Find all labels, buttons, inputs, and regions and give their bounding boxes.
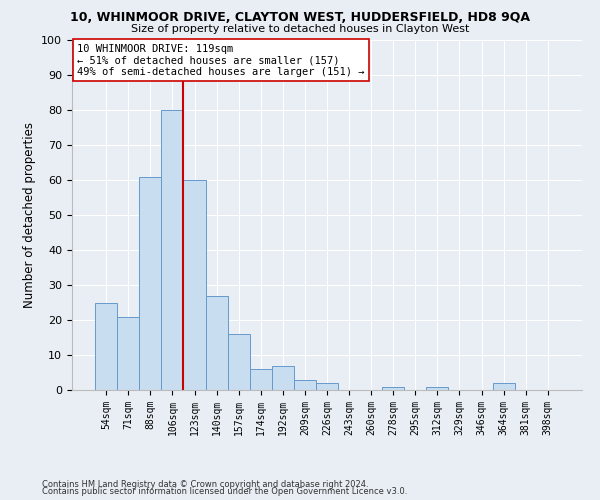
Bar	[139, 176, 161, 390]
Bar	[206, 296, 227, 390]
Bar	[117, 316, 139, 390]
Text: Contains HM Land Registry data © Crown copyright and database right 2024.: Contains HM Land Registry data © Crown c…	[42, 480, 368, 489]
Bar	[427, 386, 448, 390]
Text: 10 WHINMOOR DRIVE: 119sqm
← 51% of detached houses are smaller (157)
49% of semi: 10 WHINMOOR DRIVE: 119sqm ← 51% of detac…	[77, 44, 365, 76]
Text: Contains public sector information licensed under the Open Government Licence v3: Contains public sector information licen…	[42, 488, 407, 496]
Bar	[382, 386, 404, 390]
Bar	[272, 366, 294, 390]
Bar	[250, 369, 272, 390]
Text: Size of property relative to detached houses in Clayton West: Size of property relative to detached ho…	[131, 24, 469, 34]
Bar	[316, 383, 338, 390]
Bar	[184, 180, 206, 390]
Bar	[161, 110, 184, 390]
Bar	[227, 334, 250, 390]
Bar	[294, 380, 316, 390]
Bar	[493, 383, 515, 390]
Text: 10, WHINMOOR DRIVE, CLAYTON WEST, HUDDERSFIELD, HD8 9QA: 10, WHINMOOR DRIVE, CLAYTON WEST, HUDDER…	[70, 11, 530, 24]
Bar	[95, 302, 117, 390]
Y-axis label: Number of detached properties: Number of detached properties	[23, 122, 36, 308]
